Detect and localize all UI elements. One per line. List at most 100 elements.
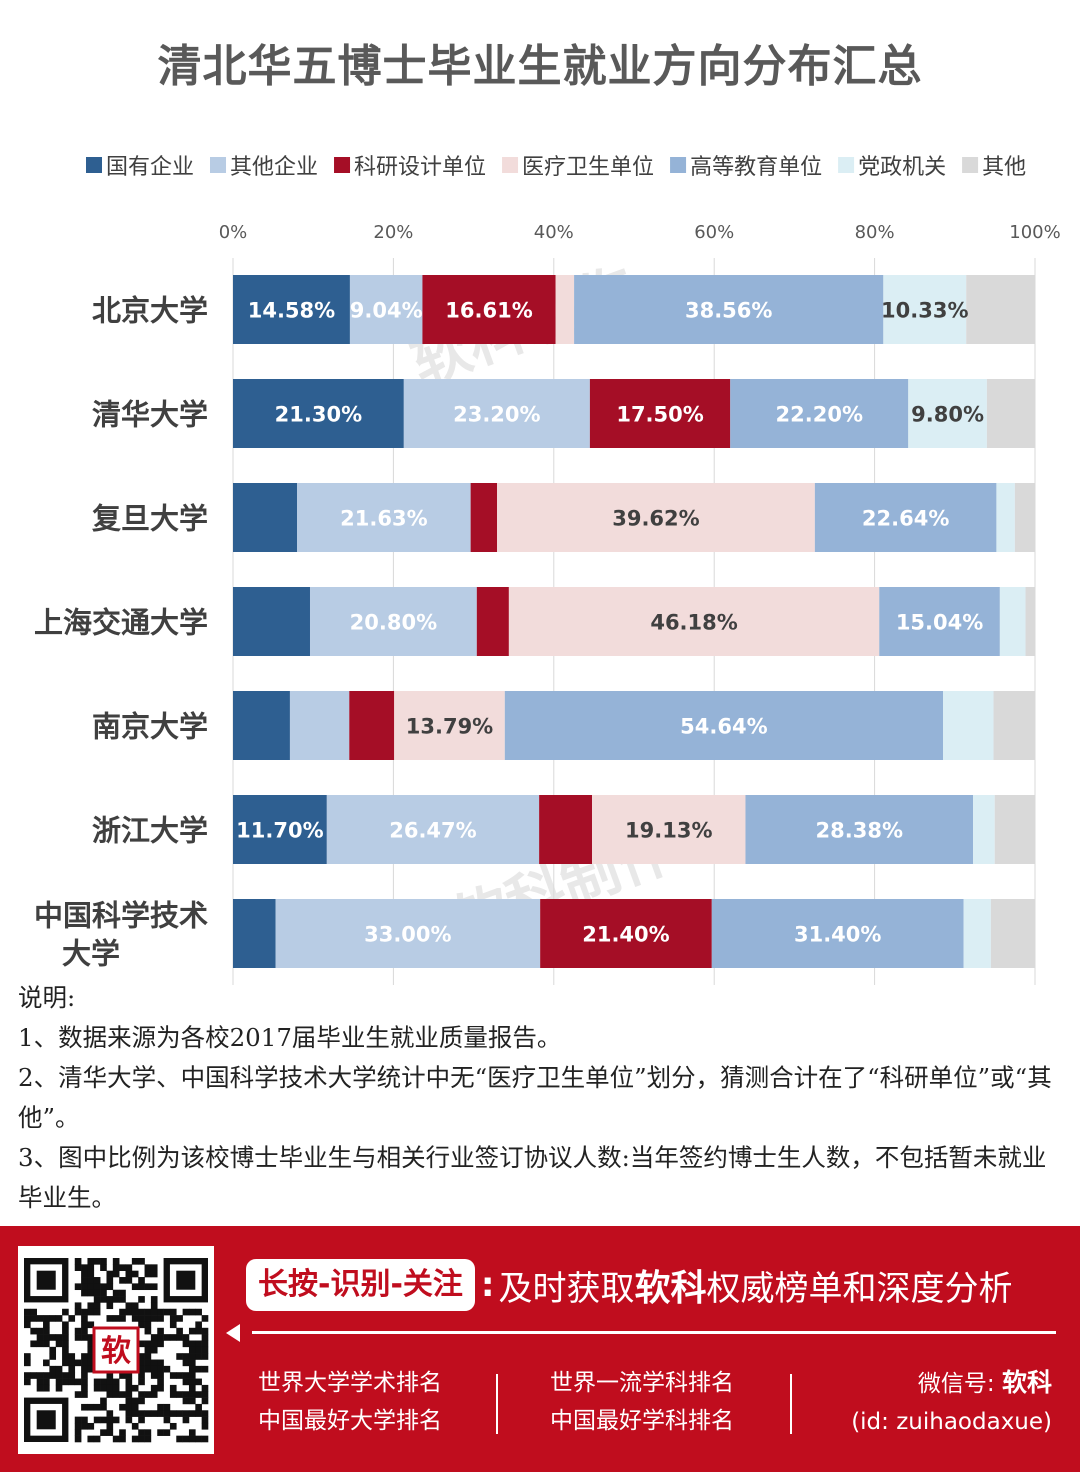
category-label: 浙江大学 xyxy=(92,814,208,848)
divider-arrow-icon xyxy=(226,1324,240,1342)
legend-swatch xyxy=(334,157,351,173)
link-china-university-ranking[interactable]: 中国最好大学排名 xyxy=(258,1408,442,1434)
data-label: 28.38% xyxy=(816,819,903,843)
bar-segment xyxy=(233,483,298,552)
slogan-tag: 长按-识别-关注 xyxy=(246,1259,475,1311)
legend-swatch xyxy=(838,157,855,173)
bar-segment xyxy=(539,795,593,864)
notes-heading: 说明: xyxy=(18,983,76,1012)
data-label: 16.61% xyxy=(445,299,532,323)
slogan-post: 权威榜单和深度分析 xyxy=(706,1268,1013,1309)
x-tick-label: 40% xyxy=(534,222,574,243)
data-label: 20.80% xyxy=(350,611,437,635)
notes: 说明: 1、数据来源为各校2017届毕业生就业质量报告。 2、清华大学、中国科学… xyxy=(18,978,1058,1218)
note-item-2: 2、清华大学、中国科学技术大学统计中无“医疗卫生单位”划分，猜测合计在了“科研单… xyxy=(18,1063,1052,1132)
data-label: 54.64% xyxy=(680,715,767,739)
bar-segment xyxy=(403,379,590,448)
legend-swatch xyxy=(670,157,687,173)
data-label: 9.04% xyxy=(350,299,423,323)
bar-segment xyxy=(883,275,967,344)
data-label: 14.58% xyxy=(248,299,335,323)
bar-segment xyxy=(309,587,477,656)
bar-segment xyxy=(470,483,498,552)
legend-swatch xyxy=(86,157,102,173)
slogan: 长按-识别-关注 : 及时获取 软科 权威榜单和深度分析 xyxy=(246,1258,1013,1312)
bar-segment xyxy=(1025,587,1035,656)
data-label: 21.40% xyxy=(582,923,669,947)
bar-segment xyxy=(233,899,276,968)
stacked-bar-chart: 软科制作软科制作 国有企业其他企业科研设计单位医疗卫生单位高等教育单位党政机关其… xyxy=(34,155,1061,985)
bar-segment xyxy=(233,795,327,864)
bar-segment xyxy=(986,379,1035,448)
wechat-info: 微信号: 软科 (id: zuihaodaxue) xyxy=(851,1364,1052,1441)
bar-segment xyxy=(879,587,1000,656)
bar-segment xyxy=(233,587,310,656)
data-label: 11.70% xyxy=(236,819,323,843)
bar-segment xyxy=(326,795,540,864)
data-label: 26.47% xyxy=(389,819,476,843)
x-tick-label: 100% xyxy=(1009,222,1060,243)
links-column-1: 世界大学学术排名 中国最好大学排名 xyxy=(258,1364,442,1440)
bar-segment xyxy=(422,275,556,344)
wechat-id: (id: zuihaodaxue) xyxy=(851,1409,1052,1435)
legend-label: 党政机关 xyxy=(858,155,946,180)
bar-segment xyxy=(574,275,884,344)
x-tick-label: 0% xyxy=(219,222,248,243)
qr-code[interactable]: 软 xyxy=(18,1246,214,1454)
bar-segment xyxy=(275,899,541,968)
legend-swatch xyxy=(962,157,979,173)
link-china-subject-ranking[interactable]: 中国最好学科排名 xyxy=(550,1408,734,1434)
bar-segment xyxy=(349,691,395,760)
bar-segment xyxy=(508,587,880,656)
category-label: 中国科学技术大学 xyxy=(34,899,208,971)
data-label: 31.40% xyxy=(794,923,881,947)
bar-segment xyxy=(973,795,995,864)
divider-line xyxy=(252,1331,1056,1334)
data-label: 39.62% xyxy=(612,507,699,531)
bar-segment xyxy=(394,691,505,760)
bar-segment xyxy=(1014,483,1035,552)
bar-segment xyxy=(996,483,1015,552)
legend-label: 医疗卫生单位 xyxy=(522,155,654,180)
chart-title: 清北华五博士毕业生就业方向分布汇总 xyxy=(157,41,923,92)
wechat-name: 软科 xyxy=(1001,1368,1052,1397)
link-world-subject-ranking[interactable]: 世界一流学科排名 xyxy=(550,1370,734,1396)
slogan-brand: 软科 xyxy=(634,1268,707,1309)
bar-segment xyxy=(908,379,987,448)
data-label: 21.63% xyxy=(340,507,427,531)
category-label: 清华大学 xyxy=(92,398,208,432)
data-label: 13.79% xyxy=(406,715,493,739)
bar-segment xyxy=(814,483,997,552)
slogan-colon: : xyxy=(480,1265,495,1305)
bar-segment xyxy=(943,691,994,760)
bar-segment xyxy=(233,379,404,448)
legend-label: 其他 xyxy=(982,155,1026,180)
link-world-university-ranking[interactable]: 世界大学学术排名 xyxy=(258,1370,442,1396)
category-label: 复旦大学 xyxy=(92,502,208,536)
data-label: 19.13% xyxy=(625,819,712,843)
bar-segment xyxy=(289,691,350,760)
bar-segment xyxy=(999,587,1026,656)
column-separator xyxy=(790,1374,792,1434)
slogan-pre: 及时获取 xyxy=(498,1268,635,1309)
legend-swatch xyxy=(502,157,519,173)
category-label: 上海交通大学 xyxy=(34,606,208,640)
note-item-1: 1、数据来源为各校2017届毕业生就业质量报告。 xyxy=(18,1023,562,1052)
bar-segment xyxy=(592,795,746,864)
legend-label: 国有企业 xyxy=(106,155,194,180)
x-tick-label: 80% xyxy=(855,222,895,243)
bar-segment xyxy=(555,275,575,344)
bar-segment xyxy=(233,275,350,344)
bar-segment xyxy=(990,899,1035,968)
data-label: 22.20% xyxy=(776,403,863,427)
bar-segment xyxy=(711,899,964,968)
bar-segment xyxy=(589,379,731,448)
bar-segment xyxy=(297,483,471,552)
legend-label: 高等教育单位 xyxy=(690,155,822,180)
data-label: 15.04% xyxy=(896,611,983,635)
links-column-2: 世界一流学科排名 中国最好学科排名 xyxy=(550,1364,734,1440)
bar-segment xyxy=(504,691,944,760)
bar-segment xyxy=(963,899,991,968)
data-label: 46.18% xyxy=(650,611,737,635)
legend-swatch xyxy=(210,157,227,173)
